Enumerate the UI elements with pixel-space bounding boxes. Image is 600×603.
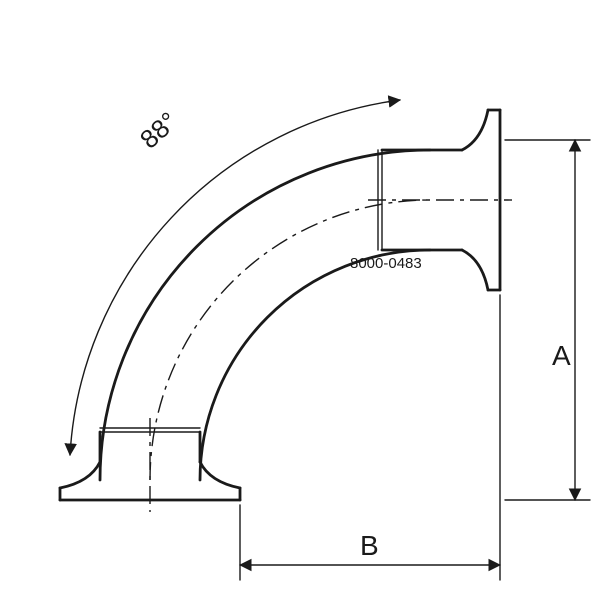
dim-b-label: B: [360, 530, 379, 561]
dimension-a: A: [505, 140, 590, 500]
dimension-b: B: [240, 295, 500, 580]
angle-dimension: 88°: [70, 100, 400, 455]
dim-a-label: A: [552, 340, 571, 371]
elbow-drawing: 88° 8000-0483 A B: [0, 0, 600, 603]
angle-label: 88°: [134, 106, 183, 155]
part-number: 8000-0483: [350, 255, 422, 272]
centerline-arc: [150, 200, 430, 480]
flange-bottom: [60, 418, 240, 512]
